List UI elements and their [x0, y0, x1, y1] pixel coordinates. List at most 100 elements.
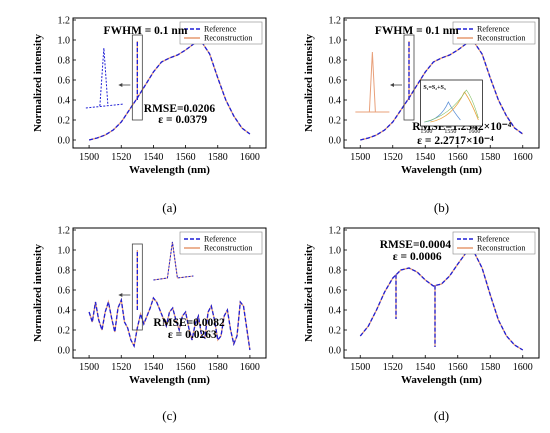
- x-axis-label: Wavelength (nm): [401, 374, 482, 386]
- x-tick-label: 1580: [208, 362, 228, 373]
- y-tick-label: 1.2: [329, 16, 342, 27]
- y-tick-label: 0.8: [58, 266, 71, 277]
- y-tick-label: 0.4: [329, 306, 342, 317]
- legend-label-reconstruction: Reconstruction: [477, 34, 525, 43]
- x-tick-label: 1500: [79, 362, 99, 373]
- plot-frame: [343, 17, 540, 149]
- epsilon-label: ε = 2.2717×10⁻⁴: [417, 135, 494, 147]
- y-tick-label: 0.6: [329, 76, 342, 87]
- x-tick-label: 1500: [350, 152, 370, 163]
- component-s3-curve: [430, 91, 479, 123]
- x-tick-label: 1520: [383, 152, 403, 163]
- panel-caption: (d): [434, 408, 449, 423]
- panel-a: 1500 1520 1540 1560 1580 1600 0.0 0.2 0.4 0.6 0.8 1…: [32, 16, 267, 215]
- y-axis-label: Normalized intensity: [32, 243, 44, 342]
- x-tick-label: 1500: [350, 362, 370, 373]
- epsilon-label: ε = 0.0006: [393, 251, 442, 263]
- y-tick-label: 0.0: [329, 136, 342, 147]
- zoom-arrowhead: [118, 83, 123, 87]
- zoom-arrowhead: [118, 293, 123, 297]
- x-tick-label: 1500: [79, 152, 99, 163]
- x-tick-label: 1560: [176, 152, 196, 163]
- panel-caption: (a): [162, 200, 176, 215]
- zoom-arrowhead: [390, 83, 394, 87]
- y-tick-label: 0.4: [58, 96, 71, 107]
- panel-caption: (b): [434, 200, 449, 215]
- y-tick-label: 1.0: [329, 246, 342, 257]
- legend-box: [179, 231, 263, 255]
- x-axis-label: Wavelength (nm): [129, 164, 210, 176]
- x-tick-label: 1580: [480, 362, 500, 373]
- y-tick-label: 1.2: [329, 226, 342, 237]
- x-tick-label: 1540: [143, 362, 163, 373]
- x-tick-label: 1540: [415, 152, 435, 163]
- y-tick-label: 0.2: [58, 326, 71, 337]
- inset-peak: [99, 47, 109, 107]
- zoom-box: [403, 34, 415, 121]
- legend-box: [452, 21, 536, 45]
- plot-frame: [72, 17, 267, 149]
- series-line-reference: [360, 40, 524, 141]
- y-tick-label: 0.6: [329, 286, 342, 297]
- fwhm-label: FWHM = 0.1 nm: [104, 25, 188, 37]
- y-tick-label: 0.8: [329, 266, 342, 277]
- y-tick-label: 0.0: [329, 346, 342, 357]
- panel-c: 1500 1520 1540 1560 1580 1600 0.0 0.2 0.4 0.6 0.8 1…: [32, 226, 267, 423]
- y-axis-label: Normalized intensity: [303, 243, 315, 342]
- epsilon-label: ε = 0.0379: [158, 114, 207, 126]
- legend-label-reference: Reference: [477, 235, 510, 244]
- x-tick-label: 1560: [448, 152, 468, 163]
- legend-label-reference: Reference: [477, 25, 510, 34]
- x-axis-label: Wavelength (nm): [129, 374, 210, 386]
- plot-frame: [343, 227, 540, 359]
- component-inset-frame: [420, 79, 483, 127]
- zoom-box: [131, 34, 143, 121]
- x-tick-label: 1520: [383, 362, 403, 373]
- y-tick-label: 0.0: [58, 346, 71, 357]
- component-inset-tick: 1500: [420, 129, 432, 135]
- x-axis-label: Wavelength (nm): [401, 164, 482, 176]
- x-tick-label: 1520: [111, 362, 131, 373]
- y-tick-label: 0.2: [329, 116, 342, 127]
- x-tick-label: 1520: [111, 152, 131, 163]
- x-tick-label: 1600: [240, 362, 260, 373]
- series-line-reference: [88, 40, 251, 141]
- y-tick-label: 0.4: [58, 306, 71, 317]
- legend-box: [179, 21, 263, 45]
- zoom-box: [131, 243, 143, 331]
- x-tick-label: 1560: [448, 362, 468, 373]
- y-axis-label: Normalized intensity: [32, 33, 44, 132]
- x-tick-label: 1540: [415, 362, 435, 373]
- epsilon-label: ε = 0.0263: [168, 329, 217, 341]
- y-tick-label: 0.2: [329, 326, 342, 337]
- legend-label-reference: Reference: [204, 235, 237, 244]
- panel-b: 1500 1520 1540 1560 1580 1600 0.0 0.2 0.4 0.6 0.8 1…: [303, 16, 540, 215]
- y-tick-label: 0.2: [58, 116, 71, 127]
- series-line-reconstruction: [359, 251, 524, 351]
- x-tick-label: 1540: [143, 152, 163, 163]
- x-tick-label: 1600: [513, 152, 533, 163]
- y-tick-label: 0.8: [329, 56, 342, 67]
- y-tick-label: 1.2: [58, 226, 71, 237]
- series-line-reference: [88, 296, 251, 351]
- y-tick-label: 0.8: [58, 56, 71, 67]
- legend-label-reconstruction: Reconstruction: [477, 244, 525, 253]
- y-tick-label: 1.0: [329, 36, 342, 47]
- component-s1-curve: [424, 89, 479, 123]
- x-tick-label: 1580: [208, 152, 228, 163]
- y-tick-label: 1.0: [58, 246, 71, 257]
- inset-peak: [368, 51, 376, 113]
- component-inset-tick: 1550: [444, 129, 456, 135]
- component-inset-label: S₁=S₂+S₃: [423, 85, 445, 91]
- component-inset-tick: 1600: [468, 129, 480, 135]
- y-axis-label: Normalized intensity: [303, 33, 315, 132]
- plot-frame: [72, 227, 267, 359]
- panel-d: 1500 1520 1540 1560 1580 1600 0.0 0.2 0.4 0.6 0.8 1…: [303, 226, 540, 423]
- rmse-label: RMSE=0.0082: [153, 317, 225, 329]
- series-line-reference: [359, 251, 524, 351]
- x-tick-label: 1600: [240, 152, 260, 163]
- rmse-label: RMSE=0.0206: [144, 103, 216, 115]
- legend-label-reference: Reference: [204, 25, 237, 34]
- panel-caption: (c): [162, 408, 176, 423]
